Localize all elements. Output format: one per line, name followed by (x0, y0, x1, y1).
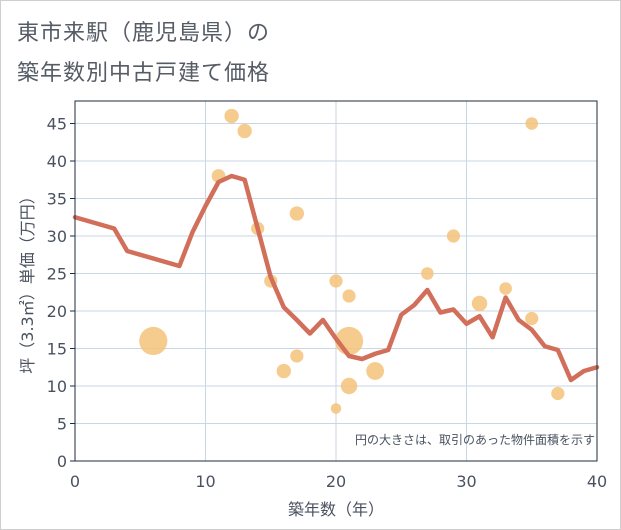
bubble-point-0 (139, 326, 168, 356)
x-tick-label-20: 20 (326, 472, 346, 491)
bubble-point-8 (289, 206, 305, 221)
bubble-series (139, 108, 565, 414)
bubble-point-14 (366, 362, 385, 380)
bubble-point-2 (224, 108, 239, 124)
y-tick-label-30: 30 (47, 227, 67, 246)
y-tick-label-45: 45 (47, 115, 67, 134)
bubble-point-9 (330, 403, 342, 414)
x-axis-label: 築年数（年） (288, 500, 384, 519)
x-tick-label-30: 30 (456, 472, 476, 491)
y-axis-label: 坪（3.3㎡）単価（万円） (18, 188, 37, 373)
y-tick-label-0: 0 (57, 452, 67, 471)
x-tick-label-10: 10 (195, 472, 215, 491)
bubble-point-20 (525, 117, 539, 130)
y-tick-label-10: 10 (47, 377, 67, 396)
bubble-point-11 (342, 289, 356, 303)
y-tick-label-20: 20 (47, 302, 67, 321)
bubble-point-16 (446, 229, 461, 243)
bubble-size-note: 円の大きさは、取引のあった物件面積を示す (355, 432, 595, 447)
average-price-line (72, 173, 600, 383)
average-line-series (72, 173, 600, 383)
bubble-point-7 (290, 349, 304, 363)
y-tick-label-15: 15 (47, 340, 67, 359)
y-tick-label-5: 5 (57, 415, 67, 434)
bubble-point-15 (421, 267, 434, 280)
bubble-point-17 (471, 295, 488, 312)
plot-border (74, 100, 598, 462)
x-tick-label-40: 40 (587, 472, 607, 491)
y-tick-label-40: 40 (47, 152, 67, 171)
x-tick-label-0: 0 (70, 472, 80, 491)
y-tick-label-35: 35 (47, 190, 67, 209)
bubble-point-21 (551, 386, 565, 401)
bubble-point-18 (499, 282, 512, 295)
y-axis-ticks: 0 5 10 15 20 25 30 35 40 45 (47, 115, 75, 471)
bubble-point-6 (276, 363, 291, 379)
x-axis-ticks: 0 10 20 30 40 (70, 472, 607, 491)
chart-title-line1: 東市来駅（鹿児島県）の (17, 21, 271, 46)
bubble-point-19 (525, 311, 539, 326)
grid-lines (75, 101, 597, 461)
y-tick-label-25: 25 (47, 265, 67, 284)
chart-title-line2: 築年数別中古戸建て価格 (17, 61, 271, 86)
bubble-point-3 (237, 123, 252, 139)
bubble-point-12 (340, 377, 358, 395)
bubble-point-10 (329, 274, 343, 288)
